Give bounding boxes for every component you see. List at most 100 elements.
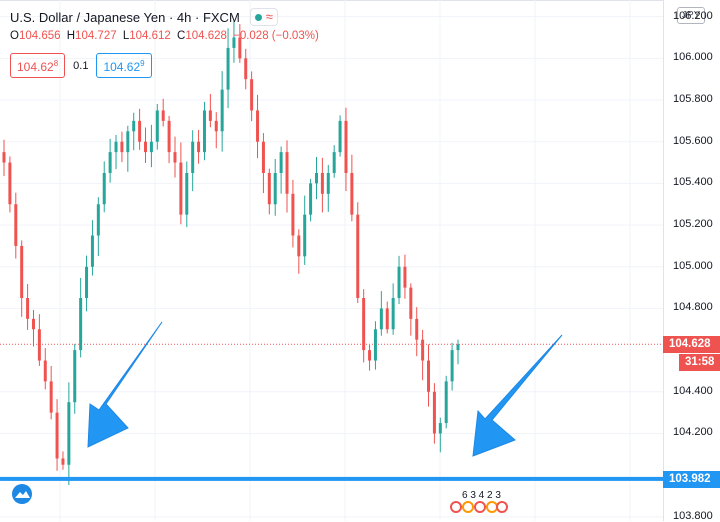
price-tick-label: 105.600 [673,134,713,147]
events-markers[interactable]: 6 3 4 2 3 [450,490,508,513]
currency-badge[interactable]: JPY [677,7,706,24]
candle-body [167,120,171,153]
candle-body [214,120,218,132]
price-tick-label: 106.200 [673,9,713,22]
candle-body [208,110,212,121]
candle-body [161,110,165,121]
candle-body [220,89,224,132]
events-icon [450,501,508,513]
open-value: 104.656 [18,30,61,42]
candle-body [55,412,59,459]
candle-body [256,110,260,142]
chart-grid [0,0,663,521]
candle-body [261,141,265,173]
market-status[interactable]: ≈ [249,8,278,26]
price-tick-label: 105.800 [673,93,713,106]
candle-body [114,141,118,153]
candle-body [49,381,53,413]
candle-body [31,318,35,330]
buy-price-sup: 9 [140,59,145,68]
sell-price-sup: 8 [53,59,59,68]
chart-logo-button[interactable] [8,482,36,506]
candle-body [8,162,12,205]
price-tick-label: 104.200 [673,426,713,439]
candle-body [108,152,112,173]
candle-body [421,339,425,361]
candle-body [232,37,236,48]
arrow-drawing-left [87,321,163,448]
price-tick-label: 104.400 [673,384,713,397]
candle-body [332,152,336,173]
candle-body [138,120,142,142]
candle-body [432,391,436,434]
candle-body [155,110,159,142]
symbol-legend[interactable]: U.S. Dollar / Japanese Yen · 4h · FXCM ≈ [10,8,278,26]
candle-body [120,141,124,153]
candle-body [385,308,389,330]
candle-body [444,381,448,424]
candle-body [244,58,248,80]
candle-body [285,152,289,194]
candle-body [362,298,366,351]
candle-body [450,350,454,382]
candle-body [26,298,30,319]
price-tick-label: 103.800 [673,509,713,522]
candle-body [179,162,183,215]
candle-body [79,298,83,351]
price-chart[interactable] [0,0,663,521]
candle-body [356,214,360,299]
low-key: L [122,30,130,42]
candle-body [85,266,89,299]
candle-body [37,329,41,361]
candle-body [173,152,177,163]
candle-body [344,120,348,173]
spread-value: 0.1 [73,59,89,72]
price-tick-label: 104.800 [673,301,713,314]
candle-body [456,344,460,351]
candle-body [267,172,271,205]
last-price-tag: 104.628 [663,336,720,354]
low-value: 104.612 [129,30,171,42]
candle-body [373,329,377,361]
candle-body [202,110,206,153]
candle-body [67,402,71,465]
candle-body [20,245,24,299]
sell-price: 104.62 [17,60,54,74]
horizontal-line-tag: 103.982 [663,470,720,488]
candle-body [303,214,307,257]
candle-body [368,350,372,361]
candle-body [149,141,153,153]
close-key: C [177,30,186,42]
candle-body [61,458,65,465]
price-axis[interactable] [663,0,720,521]
price-tick-label: 105.400 [673,176,713,189]
candle-body [197,141,201,153]
candle-body [96,204,100,236]
candle-body [409,287,413,319]
candle-body [2,152,6,163]
symbol-title: U.S. Dollar / Japanese Yen · 4h · FXCM [10,9,240,25]
candle-body [132,120,136,132]
open-key: O [10,30,19,42]
horizontal-line-drawing [0,476,663,481]
candle-body [403,266,407,288]
candle-body [297,235,301,257]
candle-body [126,131,130,153]
candle-body [43,360,47,382]
candle-body [379,308,383,330]
change-value: −0.028 (−0.03%) [233,30,319,42]
buy-button[interactable]: 104.629 [96,53,152,78]
mountain-icon [12,484,32,504]
high-key: H [66,30,76,42]
countdown-tag: 31:58 [679,354,720,372]
candle-body [144,141,148,153]
price-tick-label: 106.000 [673,51,713,64]
candle-body [309,183,313,215]
buy-price: 104.62 [103,60,141,74]
candle-body [226,47,230,90]
candle-body [326,172,330,194]
live-status-icon [254,13,262,21]
close-value: 104.628 [185,30,227,42]
sell-button[interactable]: 104.628 [10,53,66,78]
